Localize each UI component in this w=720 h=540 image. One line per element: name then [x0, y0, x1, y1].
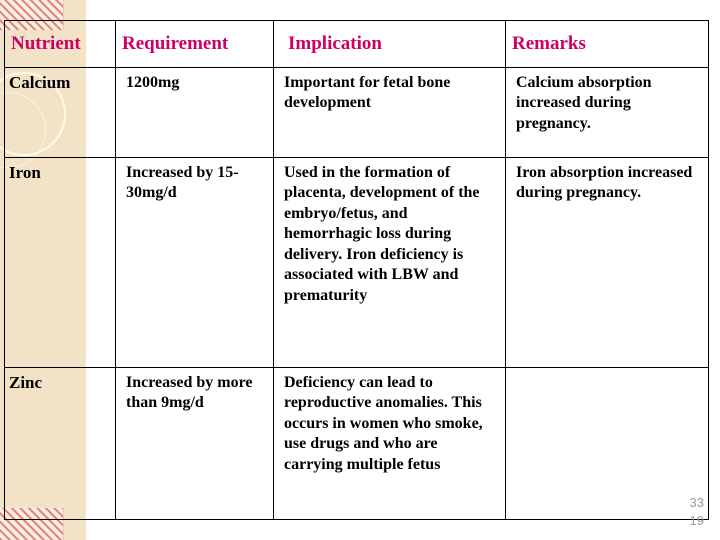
table-row-iron: Iron Increased by 15-30mg/d Used in the …	[4, 157, 709, 368]
col-header-remarks: Remarks	[505, 20, 709, 68]
page-number-top: 33	[689, 495, 704, 510]
cell-nutrient: Iron	[4, 157, 116, 368]
cell-remarks: Calcium absorption increased during preg…	[505, 67, 709, 158]
cell-implication: Important for fetal bone development	[273, 67, 506, 158]
table-header-row: Nutrient Requirement Implication Remarks	[4, 20, 709, 68]
cell-nutrient: Calcium	[4, 67, 116, 158]
cell-requirement: Increased by more than 9mg/d	[115, 367, 274, 520]
page-number-bottom: 19	[689, 513, 704, 528]
table-row-calcium: Calcium 1200mg Important for fetal bone …	[4, 67, 709, 158]
col-header-implication: Implication	[273, 20, 506, 68]
col-header-requirement: Requirement	[115, 20, 274, 68]
cell-remarks	[505, 367, 709, 520]
col-header-nutrient: Nutrient	[4, 20, 116, 68]
cell-implication: Deficiency can lead to reproductive anom…	[273, 367, 506, 520]
cell-requirement: 1200mg	[115, 67, 274, 158]
cell-remarks: Iron absorption increased during pregnan…	[505, 157, 709, 368]
cell-implication: Used in the formation of placenta, devel…	[273, 157, 506, 368]
cell-nutrient: Zinc	[4, 367, 116, 520]
nutrient-table: Nutrient Requirement Implication Remarks…	[4, 20, 709, 520]
cell-requirement: Increased by 15-30mg/d	[115, 157, 274, 368]
table-row-zinc: Zinc Increased by more than 9mg/d Defici…	[4, 367, 709, 520]
